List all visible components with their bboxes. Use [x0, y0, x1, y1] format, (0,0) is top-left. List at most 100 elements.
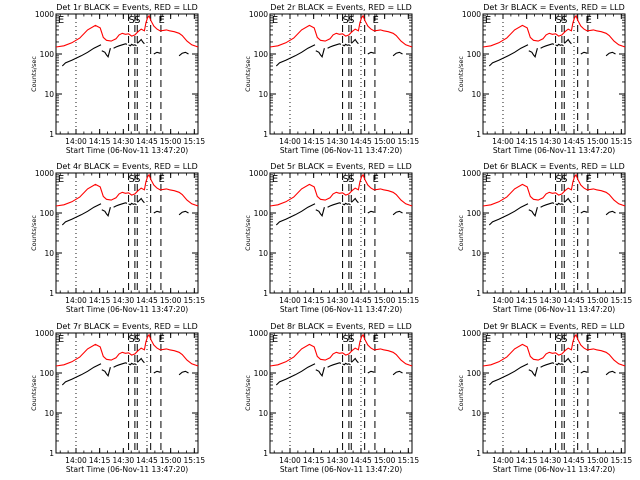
x-tick-label: 15:00 — [160, 456, 182, 465]
x-tick-label: 14:00 — [492, 137, 514, 146]
x-tick-label: 15:15 — [611, 296, 633, 305]
plot-area — [56, 173, 198, 293]
letter-marker: E — [586, 334, 592, 345]
series-events-segment — [128, 43, 137, 47]
letter-marker: E — [586, 15, 592, 26]
letter-marker: S — [129, 334, 135, 345]
x-tick-label: 15:15 — [398, 296, 420, 305]
x-tick-label: 14:30 — [540, 296, 562, 305]
series-events-segment — [153, 370, 161, 374]
y-axis-label: Counts/sec — [30, 56, 38, 92]
letter-marker: S — [561, 334, 567, 345]
chart-title: Det 1r BLACK = Events, RED = LLD — [56, 3, 198, 12]
x-tick-label: 14:30 — [327, 296, 349, 305]
series-events-segment — [580, 210, 588, 214]
x-tick-label: 14:15 — [516, 456, 538, 465]
x-tick-label: 15:00 — [587, 296, 609, 305]
x-axis-label: Start Time (06-Nov-11 13:47:20) — [280, 465, 402, 474]
letter-marker: E — [373, 174, 379, 185]
y-tick-label: 1000 — [462, 329, 481, 338]
series-events-segment — [178, 370, 189, 376]
y-tick-label: 10 — [258, 409, 268, 418]
x-tick-label: 15:15 — [184, 137, 206, 146]
series-events-segment — [113, 362, 128, 368]
series-lld-line — [483, 173, 625, 207]
x-axis-label: Start Time (06-Nov-11 13:47:20) — [66, 305, 188, 314]
series-events-segment — [136, 357, 145, 364]
y-axis-label: Counts/sec — [457, 56, 465, 92]
y-axis-label: Counts/sec — [244, 375, 252, 411]
x-tick-label: 14:45 — [136, 296, 158, 305]
x-tick-label: 14:30 — [113, 296, 135, 305]
plot-area — [270, 173, 412, 293]
chart-panel-5: Det 5r BLACK = Events, RED = LLD 1 10 100 10… — [244, 162, 419, 314]
y-tick-label: 1 — [263, 449, 268, 458]
series-events-segment — [350, 357, 359, 364]
y-tick-label: 1 — [263, 130, 268, 139]
letter-marker: E — [485, 174, 491, 185]
chart-panel-1: Det 1r BLACK = Events, RED = LLD 1 10 100 10… — [30, 3, 205, 155]
x-tick-label: 14:00 — [279, 296, 301, 305]
series-events-segment — [392, 370, 403, 376]
chart-panel-2: Det 2r BLACK = Events, RED = LLD 1 10 100 10… — [244, 3, 419, 155]
x-tick-label: 14:15 — [89, 137, 111, 146]
chart-title: Det 6r BLACK = Events, RED = LLD — [483, 162, 625, 171]
y-tick-label: 100 — [40, 369, 55, 378]
y-tick-label: 10 — [471, 90, 481, 99]
plot-area — [56, 14, 198, 134]
series-events-segment — [540, 43, 555, 49]
plot-frame — [269, 332, 413, 454]
letter-marker: S — [129, 174, 135, 185]
series-lld-line — [270, 333, 412, 367]
y-tick-label: 10 — [44, 249, 54, 258]
chart-title: Det 7r BLACK = Events, RED = LLD — [56, 322, 198, 331]
x-tick-label: 14:45 — [136, 456, 158, 465]
x-axis-label: Start Time (06-Nov-11 13:47:20) — [66, 146, 188, 155]
y-axis-label: Counts/sec — [30, 215, 38, 251]
x-axis-label: Start Time (06-Nov-11 13:47:20) — [66, 465, 188, 474]
letter-marker: E — [586, 174, 592, 185]
letter-marker: S — [556, 15, 562, 26]
y-tick-label: 1 — [476, 130, 481, 139]
series-events-segment — [327, 43, 342, 49]
x-tick-label: 14:00 — [492, 456, 514, 465]
x-tick-label: 14:00 — [65, 137, 87, 146]
letter-marker: S — [134, 15, 140, 26]
letter-marker: S — [343, 334, 349, 345]
y-axis-label: Counts/sec — [244, 215, 252, 251]
y-axis-label: Counts/sec — [244, 56, 252, 92]
series-events-segment — [350, 38, 359, 45]
x-tick-label: 14:30 — [327, 456, 349, 465]
letter-marker: E — [159, 15, 165, 26]
x-tick-label: 14:45 — [563, 296, 585, 305]
plot-area — [483, 173, 625, 293]
series-events-segment — [101, 48, 111, 58]
x-tick-label: 15:15 — [184, 456, 206, 465]
letter-marker: S — [134, 334, 140, 345]
letter-marker: E — [373, 334, 379, 345]
series-events-segment — [528, 207, 538, 217]
series-lld-line — [56, 173, 198, 207]
letter-marker: S — [561, 174, 567, 185]
y-tick-label: 100 — [467, 369, 482, 378]
chart-title: Det 5r BLACK = Events, RED = LLD — [270, 162, 412, 171]
y-tick-label: 1 — [49, 130, 54, 139]
series-lld-line — [56, 14, 198, 48]
x-tick-label: 15:00 — [587, 137, 609, 146]
x-tick-label: 15:15 — [611, 137, 633, 146]
series-events-segment — [580, 370, 588, 374]
series-events-segment — [392, 210, 403, 216]
letter-marker: E — [485, 15, 491, 26]
letter-marker: S — [129, 15, 135, 26]
x-tick-label: 15:15 — [184, 296, 206, 305]
x-tick-label: 15:00 — [374, 296, 396, 305]
letter-marker: E — [272, 334, 278, 345]
x-tick-label: 14:30 — [327, 137, 349, 146]
letter-marker: S — [556, 174, 562, 185]
series-lld-line — [483, 14, 625, 48]
chart-panel-6: Det 6r BLACK = Events, RED = LLD 1 10 100 10… — [457, 162, 632, 314]
chart-panel-8: Det 8r BLACK = Events, RED = LLD 1 10 100 10… — [244, 322, 419, 474]
x-tick-label: 14:15 — [89, 456, 111, 465]
series-events-segment — [275, 44, 316, 67]
